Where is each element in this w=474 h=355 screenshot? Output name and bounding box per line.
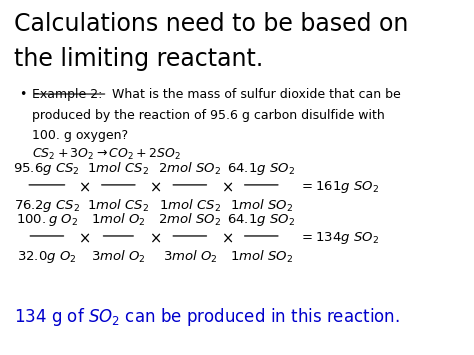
Text: $\times$: $\times$ (149, 180, 161, 195)
Text: $=134g\ SO_2$: $=134g\ SO_2$ (300, 230, 379, 246)
Text: $\times$: $\times$ (220, 231, 233, 246)
Text: the limiting reactant.: the limiting reactant. (14, 47, 264, 71)
Text: $CS_2 + 3O_2 \rightarrow CO_2 + 2SO_2$: $CS_2 + 3O_2 \rightarrow CO_2 + 2SO_2$ (32, 147, 181, 162)
Text: Calculations need to be based on: Calculations need to be based on (14, 12, 409, 36)
Text: $3mol\ O_2$: $3mol\ O_2$ (91, 248, 146, 265)
Text: $\times$: $\times$ (78, 180, 90, 195)
Text: 134 g of $SO_2$ can be produced in this reaction.: 134 g of $SO_2$ can be produced in this … (14, 306, 400, 328)
Text: $64.1g\ SO_2$: $64.1g\ SO_2$ (228, 212, 295, 228)
Text: $\times$: $\times$ (149, 231, 161, 246)
Text: $32.0g\ O_2$: $32.0g\ O_2$ (17, 248, 77, 264)
Text: What is the mass of sulfur dioxide that can be: What is the mass of sulfur dioxide that … (108, 88, 400, 101)
Text: $1mol\ O_2$: $1mol\ O_2$ (91, 212, 146, 228)
Text: $1mol\ CS_2$: $1mol\ CS_2$ (159, 198, 221, 214)
Text: 100. g oxygen?: 100. g oxygen? (32, 129, 128, 142)
Text: produced by the reaction of 95.6 g carbon disulfide with: produced by the reaction of 95.6 g carbo… (32, 109, 384, 122)
Text: $95.6g\ CS_2$: $95.6g\ CS_2$ (13, 161, 80, 177)
Text: $2mol\ SO_2$: $2mol\ SO_2$ (158, 161, 221, 177)
Text: $2mol\ SO_2$: $2mol\ SO_2$ (158, 212, 221, 228)
Text: $64.1g\ SO_2$: $64.1g\ SO_2$ (228, 161, 295, 177)
Text: $1mol\ SO_2$: $1mol\ SO_2$ (230, 198, 293, 214)
Text: $3mol\ O_2$: $3mol\ O_2$ (163, 248, 217, 265)
Text: •: • (18, 88, 26, 101)
Text: $76.2g\ CS_2$: $76.2g\ CS_2$ (14, 198, 80, 214)
Text: $=161g\ SO_2$: $=161g\ SO_2$ (300, 179, 379, 195)
Text: $1mol\ CS_2$: $1mol\ CS_2$ (87, 198, 149, 214)
Text: $1mol\ SO_2$: $1mol\ SO_2$ (230, 248, 293, 265)
Text: $\times$: $\times$ (78, 231, 90, 246)
Text: $100.g\ O_2$: $100.g\ O_2$ (16, 212, 78, 228)
Text: Example 2:: Example 2: (32, 88, 102, 101)
Text: $1mol\ CS_2$: $1mol\ CS_2$ (87, 161, 149, 177)
Text: $\times$: $\times$ (220, 180, 233, 195)
